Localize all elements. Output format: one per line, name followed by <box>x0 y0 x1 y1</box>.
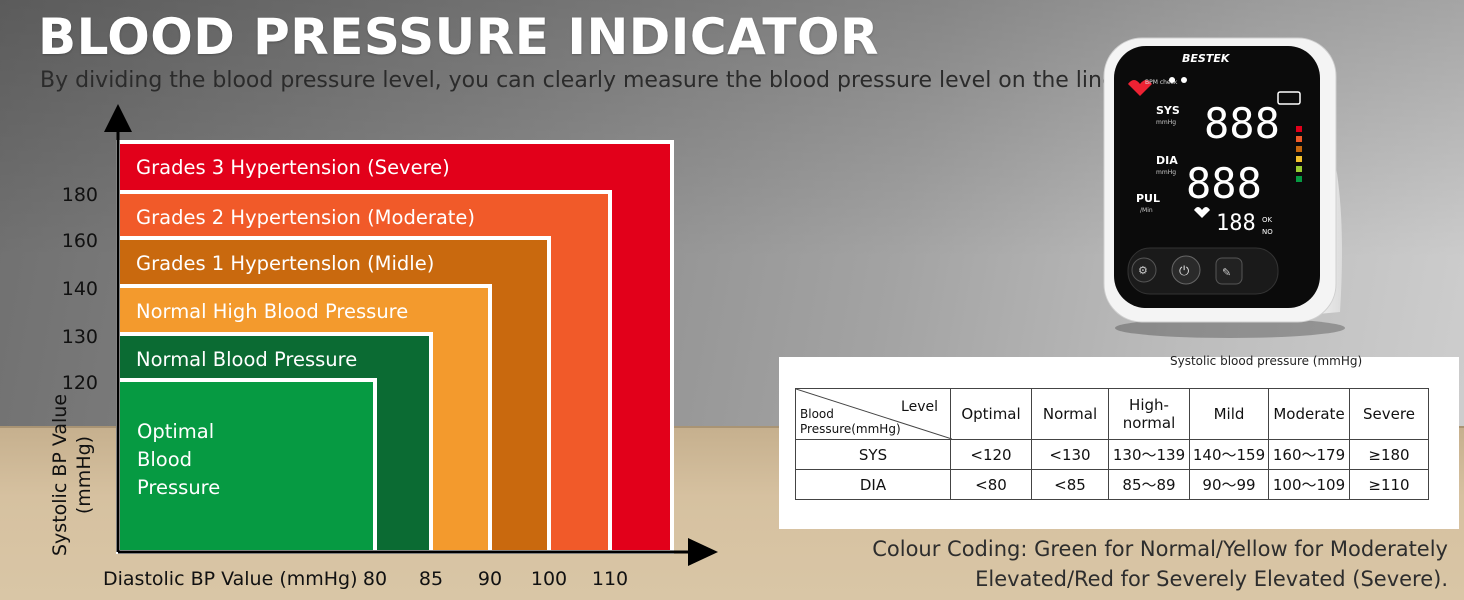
y-tick-180: 180 <box>62 184 98 206</box>
dia-digits: 888 <box>1186 159 1262 208</box>
table-cell: <80 <box>950 469 1032 500</box>
chart-axes <box>104 104 718 566</box>
x-tick-100: 100 <box>531 568 567 590</box>
user-1-icon <box>1169 77 1175 83</box>
table-cell: ≥110 <box>1349 469 1429 500</box>
pul-unit: /Min <box>1140 207 1153 214</box>
x-tick-90: 90 <box>478 568 502 590</box>
y-tick-120: 120 <box>62 372 98 394</box>
header-normal: Normal <box>1031 388 1109 440</box>
level-led-orange <box>1296 136 1302 142</box>
corner-level-label: Level <box>901 399 938 415</box>
table-cell: ≥180 <box>1349 439 1429 470</box>
zone-rectangles: Grades 3 Hypertension (Severe) Grades 2 H… <box>116 140 674 554</box>
table-cell: <120 <box>950 439 1032 470</box>
y-axis-arrow-icon <box>104 104 132 132</box>
y-axis-label: Systolic BP Value (mmHg) <box>48 390 96 560</box>
zone-optimal-blood-pressure <box>116 378 377 554</box>
floor-edge <box>0 426 1464 429</box>
table-header-row: Level Blood Pressure(mmHg) Optimal Norma… <box>795 388 1429 440</box>
sys-digits: 888 <box>1204 99 1280 148</box>
header-mild: Mild <box>1189 388 1269 440</box>
power-button <box>1171 255 1201 285</box>
table-cell: 160～179 <box>1268 439 1350 470</box>
header-high-normal: High- normal <box>1108 388 1190 440</box>
table-cell: 100～109 <box>1268 469 1350 500</box>
bp-reference-table: Level Blood Pressure(mmHg) Optimal Norma… <box>795 388 1429 500</box>
pul-label: PUL <box>1136 192 1160 205</box>
zone-label-optimal-blood-pressure-3: Pressure <box>137 476 220 499</box>
header-moderate: Moderate <box>1268 388 1350 440</box>
device-screen <box>1114 46 1320 308</box>
dia-unit: mmHg <box>1156 169 1176 176</box>
ok-indicator: OK <box>1262 216 1273 224</box>
heart-icon <box>1128 80 1152 96</box>
battery-icon <box>1277 91 1301 105</box>
table-corner-cell: Level Blood Pressure(mmHg) <box>795 388 952 440</box>
zone-label-normal-high-blood-pressure: Normal High Blood Pressure <box>136 300 408 323</box>
table-cell: <85 <box>1031 469 1109 500</box>
row-label-sys: SYS <box>795 439 951 470</box>
table-cell: 130～139 <box>1108 439 1190 470</box>
zone-label-grades-1-hypertension-midle: Grades 1 Hypertenslon (Midle) <box>136 252 434 275</box>
table-caption: Systolic blood pressure (mmHg) <box>1170 354 1363 368</box>
colour-coding-note: Colour Coding: Green for Normal/Yellow f… <box>872 537 1448 591</box>
corner-diagonal <box>796 389 952 439</box>
settings-button <box>1131 257 1157 283</box>
blood-pressure-monitor-image: BESTEK BPM check SYS mmHg 888 DIA mmHg 8… <box>1103 37 1345 338</box>
x-axis-label: Diastolic BP Value (mmHg) <box>103 568 358 590</box>
corner-blood-label: Blood <box>800 407 834 421</box>
y-tick-130: 130 <box>62 326 98 348</box>
zone-label-normal-blood-pressure: Normal Blood Pressure <box>136 348 357 371</box>
level-led-red <box>1296 126 1302 132</box>
table-cell: <130 <box>1031 439 1109 470</box>
table-cell: 90～99 <box>1189 469 1269 500</box>
level-led-amber <box>1296 146 1302 152</box>
bp-zone-chart: Grades 3 Hypertension (Severe) Grades 2 H… <box>62 104 718 590</box>
x-tick-110: 110 <box>592 568 628 590</box>
level-led-yellow <box>1296 156 1302 162</box>
no-indicator: NO <box>1262 228 1273 236</box>
zone-label-grades-3-hypertension-severe: Grades 3 Hypertension (Severe) <box>136 156 450 179</box>
x-tick-80: 80 <box>363 568 387 590</box>
sys-label: SYS <box>1156 104 1180 117</box>
level-led-lime <box>1296 166 1302 172</box>
page-subtitle: By dividing the blood pressure level, yo… <box>40 68 1123 93</box>
device-shadow <box>1115 318 1345 338</box>
sys-unit: mmHg <box>1156 119 1176 126</box>
pulse-heart-icon <box>1194 207 1210 218</box>
y-tick-160: 160 <box>62 230 98 252</box>
memory-button <box>1215 257 1243 285</box>
header-optimal: Optimal <box>950 388 1032 440</box>
memory-digits: 188 <box>1216 211 1256 236</box>
y-tick-140: 140 <box>62 278 98 300</box>
table-cell: 85～89 <box>1108 469 1190 500</box>
zone-label-grades-2-hypertension-moderate: Grades 2 Hypertension (Moderate) <box>136 206 475 229</box>
gear-icon: ⚙ <box>1138 264 1148 277</box>
bpm-check-label: BPM check <box>1145 79 1178 86</box>
corner-pressure-label: Pressure(mmHg) <box>800 422 901 436</box>
zone-label-optimal-blood-pressure-2: Blood <box>137 448 192 471</box>
memory-icon: ✎ <box>1222 266 1231 279</box>
header-severe: Severe <box>1349 388 1429 440</box>
table-cell: 140～159 <box>1189 439 1269 470</box>
y-axis-label-line-2: (mmHg) <box>73 435 95 515</box>
power-icon: ⏻ <box>1179 264 1189 279</box>
zone-label-optimal-blood-pressure-1: Optimal <box>137 420 214 443</box>
table-row: SYS <120 <130 130～139 140～159 160～179 ≥1… <box>795 439 1429 470</box>
row-label-dia: DIA <box>795 469 951 500</box>
page-title: BLOOD PRESSURE INDICATOR <box>38 8 880 66</box>
user-2-icon <box>1181 77 1187 83</box>
axis-ticks: 120 130 140 160 180 80 85 90 100 110 <box>62 184 628 590</box>
y-axis-label-line-1: Systolic BP Value <box>49 393 71 557</box>
table-row: DIA <80 <85 85～89 90～99 100～109 ≥110 <box>795 469 1429 500</box>
device-brand: BESTEK <box>1182 52 1231 65</box>
x-tick-85: 85 <box>419 568 443 590</box>
level-led-green <box>1296 176 1302 182</box>
dia-label: DIA <box>1156 154 1178 167</box>
x-axis-arrow-icon <box>688 538 718 566</box>
